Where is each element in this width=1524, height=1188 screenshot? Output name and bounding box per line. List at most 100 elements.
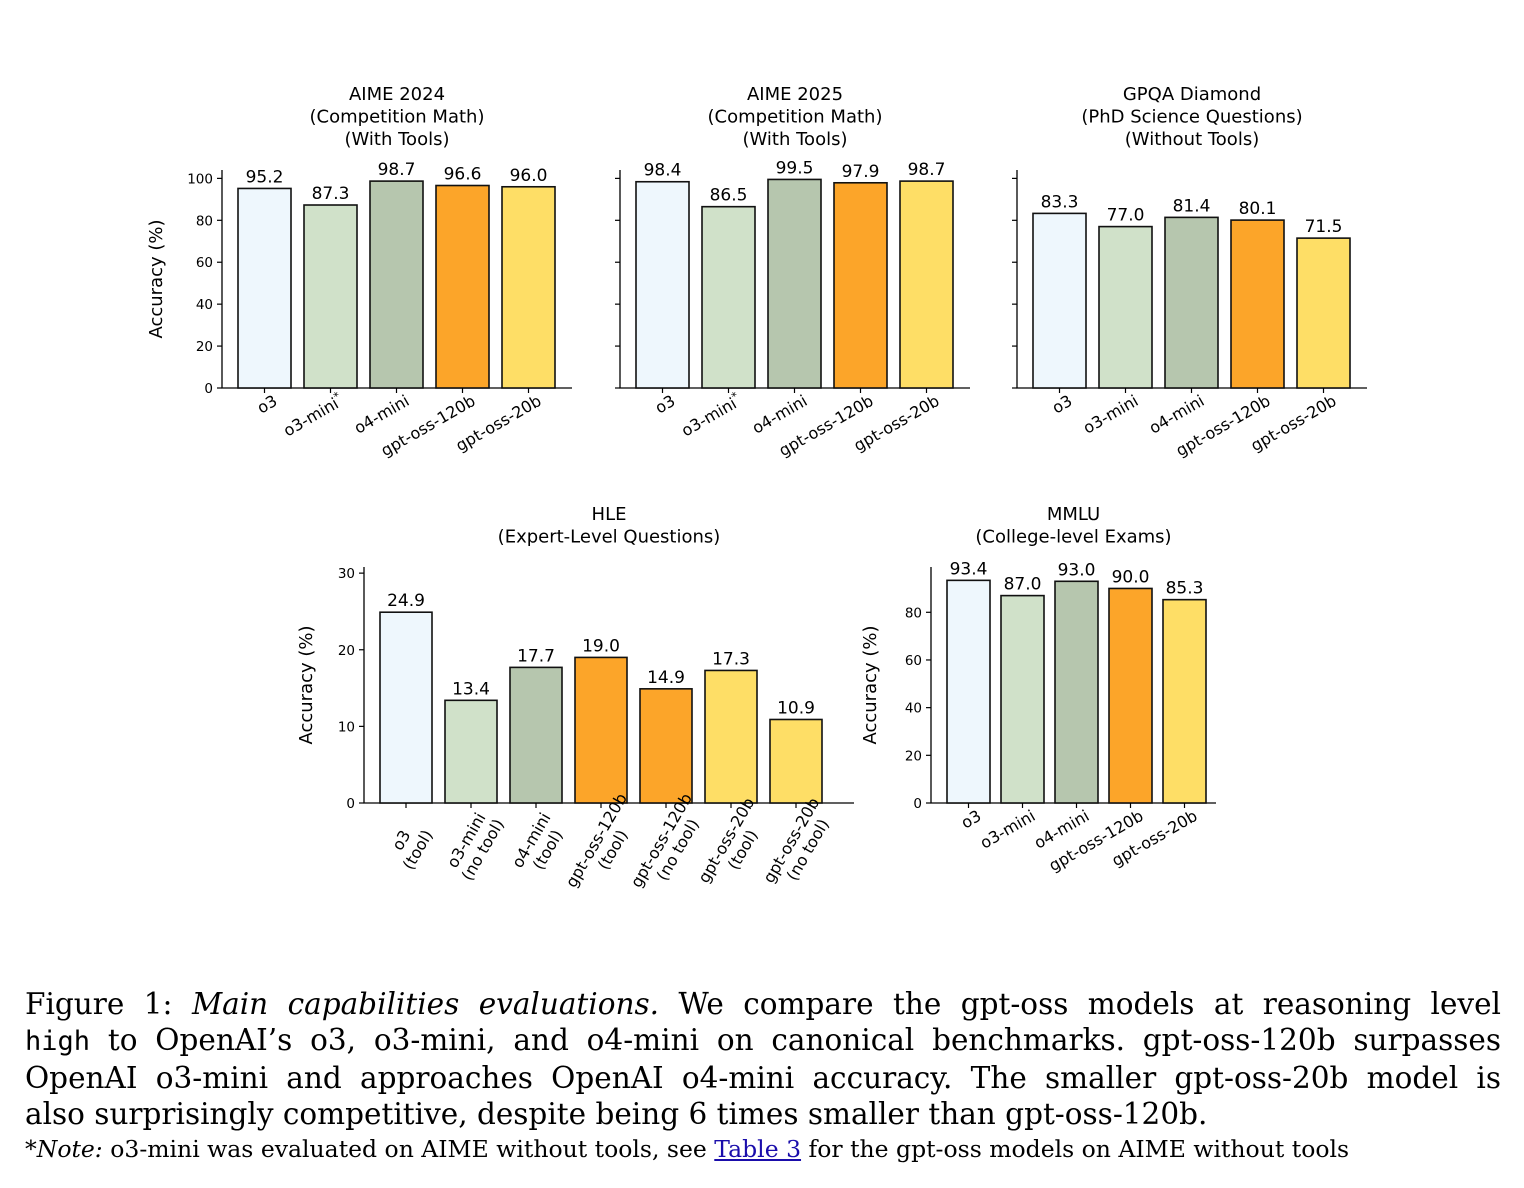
caption-text: OpenAI o3-mini and approaches OpenAI o4-…	[25, 1061, 1501, 1095]
chart-4: HLE (Expert-Level Questions) 0 10 20 30 Accura…	[296, 504, 854, 896]
y-tick-label: 80	[905, 605, 922, 621]
data-label: 24.9	[387, 591, 425, 611]
chart-title: AIME 2024 (Competition Math) (With Tools)	[310, 84, 485, 150]
caption-line-4: also surprisingly competitive, despite b…	[25, 1096, 1501, 1132]
bar	[946, 579, 991, 804]
footnote-text: for the gpt-oss models on AIME without t…	[808, 1135, 1350, 1163]
data-label: 17.7	[517, 646, 555, 666]
figure-caption: Figure 1: Main capabilities evaluations.…	[25, 986, 1501, 1132]
x-tick-label-text: o3	[958, 806, 985, 832]
bar	[237, 187, 292, 389]
chart-title-line: (With Tools)	[743, 129, 848, 150]
y-tick-label: 0	[346, 796, 355, 812]
footnote: *Note: o3-mini was evaluated on AIME wit…	[25, 1134, 1501, 1164]
data-label: 83.3	[1041, 192, 1079, 212]
data-label: 99.5	[776, 158, 814, 178]
data-label: 71.5	[1305, 217, 1343, 237]
caption-code: high	[25, 1026, 91, 1057]
y-tick-label: 80	[196, 213, 213, 229]
chart-title-line: AIME 2024	[349, 84, 445, 105]
y-axis-label: Accuracy (%)	[296, 625, 317, 744]
y-tick-label: 100	[187, 171, 213, 187]
bar	[574, 656, 628, 804]
x-tick-label-text: o3	[254, 391, 281, 417]
bar	[1164, 216, 1219, 389]
data-label: 80.1	[1239, 199, 1277, 219]
y-axis-label: Accuracy (%)	[860, 625, 881, 744]
x-tick-label: o3-mini*	[677, 389, 745, 440]
x-tick-label: o3	[254, 391, 281, 417]
data-label: 96.6	[444, 165, 482, 185]
data-label: 97.9	[842, 162, 880, 182]
chart-title-line: (With Tools)	[345, 129, 450, 150]
caption-text: We compare the gpt-oss models at reasoni…	[678, 987, 1501, 1021]
y-tick-label: 60	[196, 255, 213, 271]
chart-title-line: (Competition Math)	[310, 107, 485, 128]
x-tick-label-text: o3-mini	[977, 806, 1039, 853]
bar	[1296, 237, 1351, 389]
y-tick-label: 30	[338, 566, 355, 582]
data-label: 98.7	[378, 160, 416, 180]
bar	[1162, 598, 1207, 804]
bar	[1230, 219, 1285, 389]
data-label: 81.4	[1173, 196, 1211, 216]
table-3-link[interactable]: Table 3	[714, 1135, 802, 1163]
caption-title: Main capabilities evaluations.	[191, 987, 659, 1021]
caption-text: also surprisingly competitive, despite b…	[25, 1097, 1208, 1131]
bar	[303, 204, 358, 389]
chart-3: GPQA Diamond (PhD Science Questions) (With…	[1012, 84, 1367, 460]
data-label: 95.2	[246, 167, 284, 187]
chart-title-line: MMLU	[1047, 504, 1100, 525]
chart-title-line: (PhD Science Questions)	[1081, 107, 1302, 128]
x-tick-label: o3-mini	[1080, 391, 1142, 438]
bar	[769, 718, 823, 804]
y-tick-label: 20	[338, 643, 355, 659]
x-tick-label: gpt-oss-20b(no tool)	[759, 794, 840, 896]
footnote-text: o3-mini was evaluated on AIME without to…	[110, 1135, 707, 1163]
chart-title-line: HLE	[592, 504, 627, 525]
caption-line-2: high to OpenAI’s o3, o3-mini, and o4-min…	[25, 1022, 1501, 1060]
chart-title: AIME 2025 (Competition Math) (With Tools)	[708, 84, 883, 150]
x-tick-label: o4-mini(tool)	[508, 809, 571, 880]
data-label: 98.7	[908, 160, 946, 180]
x-tick-label: o3-mini	[977, 806, 1039, 853]
x-tick-label: gpt-oss-20b(tool)	[694, 794, 775, 896]
bar	[435, 184, 490, 389]
x-tick-label: o3	[1049, 391, 1076, 417]
bar	[701, 205, 756, 389]
data-label: 77.0	[1107, 206, 1145, 226]
bar	[509, 666, 563, 804]
bar	[369, 180, 424, 389]
data-label: 19.0	[582, 636, 620, 656]
x-tick-label-text: o3-mini	[1080, 391, 1142, 438]
footnote-marker: *	[25, 1135, 37, 1163]
x-tick-label-asterisk: *	[331, 389, 343, 403]
figure-charts: AIME 2024 (Competition Math) (With Tools)0…	[146, 84, 1367, 896]
y-tick-label: 20	[196, 339, 213, 355]
data-label: 87.0	[1004, 575, 1042, 595]
x-tick-label: o3-mini(no tool)	[441, 806, 508, 884]
bar	[1108, 587, 1153, 804]
y-tick-label: 0	[913, 796, 922, 812]
chart-title-line: (Expert-Level Questions)	[498, 527, 721, 548]
y-tick-label: 40	[905, 701, 922, 717]
data-label: 86.5	[710, 186, 748, 206]
chart-title: HLE (Expert-Level Questions)	[498, 504, 721, 548]
data-label: 96.0	[510, 166, 548, 186]
data-label: 17.3	[712, 649, 750, 669]
bar	[639, 688, 693, 804]
data-label: 13.4	[452, 679, 490, 699]
x-tick-label: o3-mini*	[279, 389, 347, 440]
chart-title: GPQA Diamond (PhD Science Questions) (With…	[1081, 84, 1302, 150]
data-label: 14.9	[647, 668, 685, 688]
y-tick-label: 20	[905, 748, 922, 764]
y-tick-label: 60	[905, 653, 922, 669]
chart-5: MMLU (College-level Exams) 0 20 40 60 80 Accura…	[860, 504, 1216, 875]
caption-label: Figure 1:	[25, 987, 173, 1021]
bar	[444, 699, 498, 804]
bar	[635, 180, 690, 389]
x-tick-label: o3	[958, 806, 985, 832]
data-label: 85.3	[1166, 579, 1204, 599]
bar	[1000, 594, 1045, 804]
bar	[704, 669, 758, 804]
